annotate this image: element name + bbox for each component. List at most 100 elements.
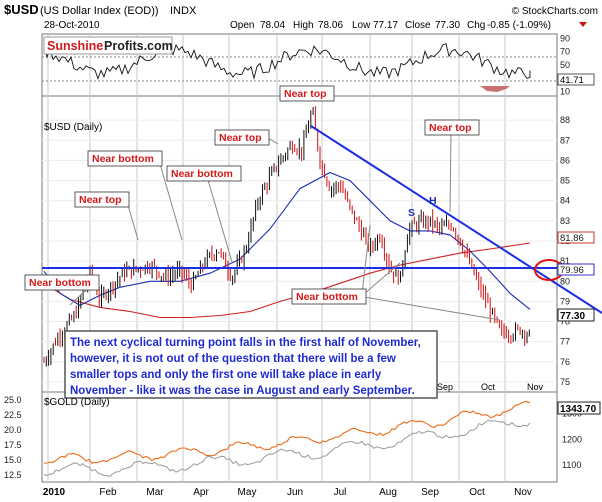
ma200-badge-value: 81.86 <box>560 233 584 244</box>
annotation-near-top-3: Near top <box>279 85 335 102</box>
gold-left-tick-label: 25.0 <box>4 395 22 405</box>
x-tick-label: Nov <box>514 487 532 498</box>
rsi-last-badge <box>557 73 595 86</box>
svg-text:Near bottom: Near bottom <box>29 277 91 289</box>
copyright: © StockCharts.com <box>512 6 598 17</box>
low-value: 77.17 <box>373 20 398 31</box>
symbol: $USD <box>4 2 39 17</box>
price-tick-label: 80 <box>560 276 570 286</box>
gold-badge <box>557 401 601 415</box>
note-box: The next cyclical turning point falls in… <box>64 330 438 399</box>
svg-text:Near bottom: Near bottom <box>296 291 358 303</box>
x-tick-label: Mar <box>146 487 164 498</box>
price-tick-label: 88 <box>560 115 570 125</box>
high-label: High <box>293 20 314 31</box>
note-line-4: November - like it was the case in Augus… <box>70 385 415 397</box>
ma200-line <box>43 242 531 319</box>
date-label: 28-Oct-2010 <box>44 20 100 31</box>
down-arrow-icon <box>579 22 587 27</box>
svg-text:Near bottom: Near bottom <box>171 168 233 180</box>
price-tick-label: 86 <box>560 155 570 165</box>
exchange: INDX <box>170 5 197 17</box>
rsi-tick-label: 10 <box>560 87 570 97</box>
month-label-oct: Oct <box>481 382 496 392</box>
chg-value: -0.85 (-1.09%) <box>487 20 551 31</box>
gold-left-tick-label: 22.5 <box>4 410 22 420</box>
rsi-tick-label: 90 <box>560 33 570 43</box>
low-label: Low <box>352 20 371 31</box>
gold-left-tick-label: 17.5 <box>4 440 22 450</box>
logo-part1: Sunshine <box>47 39 103 53</box>
x-tick-label: Sep <box>421 487 439 498</box>
shoulder-label-s: S <box>408 207 415 219</box>
price-tick-label: 83 <box>560 216 570 226</box>
month-label-sep: Sep <box>437 382 453 392</box>
price-tick-label: 79 <box>560 296 570 306</box>
rsi-tick-label: 50 <box>560 60 570 70</box>
svg-text:Near top: Near top <box>219 132 262 144</box>
price-tick-label: 75 <box>560 377 570 387</box>
annotation-near-bottom-4: Near bottom <box>291 288 367 305</box>
x-tick-label: Apr <box>193 487 209 498</box>
annotations: Near bottom Near top Near bottom Near bo… <box>24 85 480 305</box>
annotation-near-top-1: Near top <box>74 191 130 208</box>
close-label: Close <box>405 20 431 31</box>
x-axis: 2010 Feb Mar Apr May Jun Jul Aug Sep Oct Nov <box>43 487 532 498</box>
declining-trendline <box>310 125 602 314</box>
open-label: Open <box>230 20 254 31</box>
note-line-1: The next cyclical turning point falls in… <box>70 337 421 349</box>
rsi-tick-label: 70 <box>560 47 570 57</box>
annotation-near-bottom-1: Near bottom <box>24 274 100 291</box>
close-value: 77.30 <box>435 20 460 31</box>
price-tick-label: 81 <box>560 256 570 266</box>
svg-text:Near top: Near top <box>284 88 327 100</box>
note-line-2: however, it is not out of the question t… <box>70 353 396 365</box>
price-tick-label: 87 <box>560 135 570 145</box>
price-tick-label: 76 <box>560 357 570 367</box>
chg-label: Chg <box>467 20 485 31</box>
note-line-3: smaller tops and only the first one will… <box>70 369 382 381</box>
x-tick-label: Aug <box>379 487 397 498</box>
x-tick-label: Feb <box>99 487 117 498</box>
close-badge <box>557 308 595 322</box>
price-panel-label: $USD (Daily) <box>44 122 102 133</box>
gold-right-tick-label: 1100 <box>562 460 581 470</box>
rsi-axis: 9070503010 <box>560 33 570 96</box>
gold-right-tick-label: 1200 <box>562 434 582 444</box>
open-value: 78.04 <box>260 20 285 31</box>
head-label-h: H <box>429 195 437 207</box>
annotation-near-top-2: Near top <box>214 129 270 146</box>
high-value: 78.06 <box>318 20 343 31</box>
svg-text:Near bottom: Near bottom <box>92 153 154 165</box>
rsi-line <box>43 43 531 80</box>
gold-badge-value: 1343.70 <box>560 404 597 415</box>
rsi-oversold-fill <box>480 86 510 92</box>
annotation-pointers <box>69 134 501 321</box>
price-axis: 8887868584838281807978777675 <box>560 115 570 387</box>
price-tick-label: 84 <box>560 196 570 206</box>
annotation-near-bottom-2: Near bottom <box>87 150 163 167</box>
price-tick-label: 78 <box>560 317 570 327</box>
gold-left-tick-label: 12.5 <box>4 470 22 480</box>
level-badge-value: 79.96 <box>560 265 584 276</box>
x-tick-label: May <box>238 487 257 498</box>
gold-panel-label: $GOLD (Daily) <box>44 397 110 408</box>
x-tick-label: Oct <box>469 487 485 498</box>
annotation-near-bottom-3: Near bottom <box>166 165 242 182</box>
logo <box>43 36 173 55</box>
level-badge <box>557 263 595 276</box>
x-tick-label: 2010 <box>43 487 66 498</box>
symbol-desc: (US Dollar Index (EOD)) <box>40 5 159 17</box>
svg-text:Near top: Near top <box>79 194 122 206</box>
gold-left-tick-label: 15.0 <box>4 455 22 465</box>
x-tick-label: Jun <box>287 487 303 498</box>
gold-left-tick-label: 20.0 <box>4 425 22 435</box>
x-tick-label: Jul <box>334 487 347 498</box>
ma200-badge <box>557 231 595 244</box>
logo-part2: Profits.com <box>104 39 173 53</box>
svg-text:Near top: Near top <box>429 122 472 134</box>
annotation-near-top-4: Near top <box>424 119 480 136</box>
rsi-last-value: 41.71 <box>560 75 584 86</box>
